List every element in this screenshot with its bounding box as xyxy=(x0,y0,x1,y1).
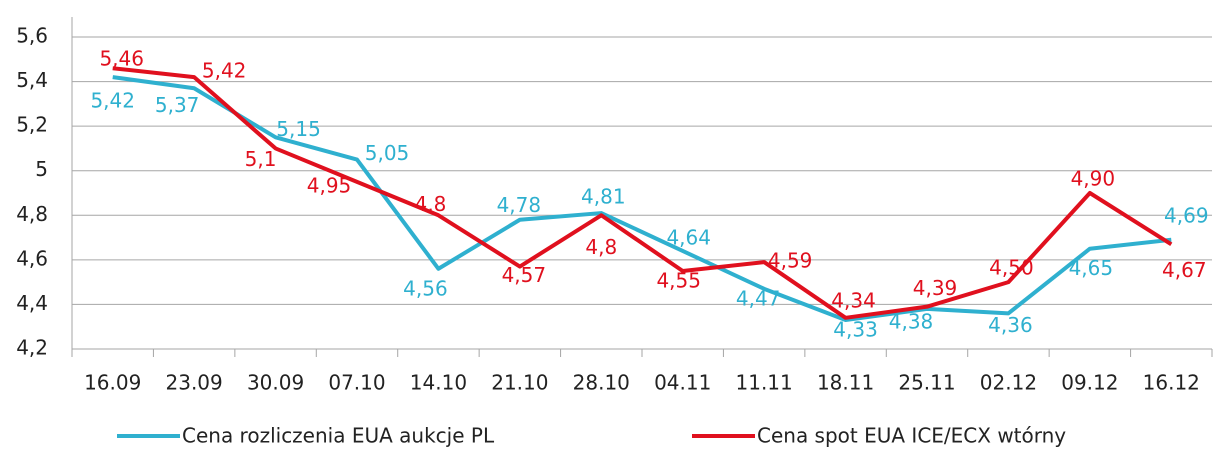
x-tick-label: 14.10 xyxy=(410,371,467,395)
data-label: 4,36 xyxy=(988,313,1033,337)
x-tick-label: 28.10 xyxy=(573,371,630,395)
series-line xyxy=(112,75,1172,323)
y-tick-label: 4,8 xyxy=(16,202,48,226)
x-tick-label: 11.11 xyxy=(736,371,793,395)
data-label: 5,1 xyxy=(245,147,277,171)
x-tick-label: 09.12 xyxy=(1061,371,1118,395)
data-label: 5,15 xyxy=(276,117,321,141)
x-tick-label: 16.12 xyxy=(1143,371,1200,395)
data-label: 4,8 xyxy=(415,192,447,216)
x-tick-label: 25.11 xyxy=(898,371,955,395)
data-label: 4,33 xyxy=(833,318,878,342)
data-label: 4,55 xyxy=(656,269,701,293)
data-label: 5,05 xyxy=(365,141,410,165)
x-tick-label: 02.12 xyxy=(980,371,1037,395)
data-label: 4,65 xyxy=(1069,256,1114,280)
data-label: 4,50 xyxy=(989,256,1034,280)
x-tick-label: 23.09 xyxy=(166,371,223,395)
y-tick-label: 4,2 xyxy=(16,336,48,360)
data-label: 4,57 xyxy=(502,263,547,287)
data-label: 5,37 xyxy=(155,93,200,117)
data-label: 4,67 xyxy=(1162,258,1207,282)
y-tick-label: 4,4 xyxy=(16,291,48,315)
data-label: 4,90 xyxy=(1071,167,1116,191)
data-label: 4,39 xyxy=(913,276,958,300)
y-tick-label: 5,6 xyxy=(16,24,48,48)
data-label: 4,34 xyxy=(831,288,876,312)
legend-label: Cena rozliczenia EUA aukcje PL xyxy=(182,424,495,448)
data-label: 4,81 xyxy=(581,185,626,209)
data-label: 4,47 xyxy=(736,286,781,310)
x-tick-label: 04.11 xyxy=(654,371,711,395)
data-label: 4,95 xyxy=(307,173,352,197)
data-label: 4,59 xyxy=(768,249,813,273)
data-label: 4,64 xyxy=(666,225,711,249)
x-tick-label: 30.09 xyxy=(247,371,304,395)
x-tick-label: 07.10 xyxy=(328,371,385,395)
data-label: 5,42 xyxy=(202,59,247,83)
y-tick-label: 5,4 xyxy=(16,68,48,92)
data-label: 5,42 xyxy=(90,89,135,113)
data-label: 4,78 xyxy=(497,193,542,217)
series-line xyxy=(112,66,1173,320)
y-tick-label: 4,6 xyxy=(16,246,48,270)
data-label: 4,56 xyxy=(403,276,448,300)
data-label: 4,8 xyxy=(585,235,617,259)
legend-label: Cena spot EUA ICE/ECX wtórny xyxy=(757,424,1066,448)
x-tick-label: 18.11 xyxy=(817,371,874,395)
x-tick-label: 16.09 xyxy=(84,371,141,395)
data-label: 4,69 xyxy=(1164,203,1209,227)
y-tick-label: 5,2 xyxy=(16,113,48,137)
y-tick-label: 5 xyxy=(35,157,48,181)
x-tick-label: 21.10 xyxy=(491,371,548,395)
data-label: 4,38 xyxy=(889,309,934,333)
data-label: 5,46 xyxy=(99,47,144,71)
